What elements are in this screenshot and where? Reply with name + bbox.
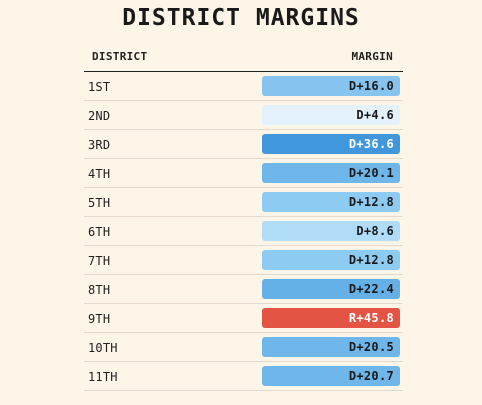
margin-badge: D+20.1 xyxy=(262,163,400,183)
district-cell: 3RD xyxy=(88,138,111,152)
column-header-district: DISTRICT xyxy=(92,50,148,63)
district-margins-table: DISTRICT MARGIN 1ST D+16.0 2ND D+4.6 3RD… xyxy=(84,44,403,391)
column-header-margin: MARGIN xyxy=(351,50,393,63)
district-cell: 6TH xyxy=(88,225,111,239)
margin-badge: D+20.5 xyxy=(262,337,400,357)
margin-badge: D+16.0 xyxy=(262,76,400,96)
table-row: 9TH R+45.8 xyxy=(84,304,403,333)
margin-badge: D+12.8 xyxy=(262,192,400,212)
page-title: DISTRICT MARGINS xyxy=(122,5,360,31)
district-cell: 10TH xyxy=(88,341,118,355)
table-row: 1ST D+16.0 xyxy=(84,72,403,101)
table-row: 2ND D+4.6 xyxy=(84,101,403,130)
margin-badge: D+36.6 xyxy=(262,134,400,154)
district-cell: 9TH xyxy=(88,312,111,326)
table-row: 5TH D+12.8 xyxy=(84,188,403,217)
table-row: 7TH D+12.8 xyxy=(84,246,403,275)
margin-badge: D+22.4 xyxy=(262,279,400,299)
margin-badge: D+12.8 xyxy=(262,250,400,270)
district-cell: 1ST xyxy=(88,80,111,94)
margin-badge: D+8.6 xyxy=(262,221,400,241)
margin-badge: R+45.8 xyxy=(262,308,400,328)
district-cell: 8TH xyxy=(88,283,111,297)
table-body: 1ST D+16.0 2ND D+4.6 3RD D+36.6 4TH D+20… xyxy=(84,72,403,391)
district-cell: 5TH xyxy=(88,196,111,210)
table-row: 4TH D+20.1 xyxy=(84,159,403,188)
table-row: 10TH D+20.5 xyxy=(84,333,403,362)
district-cell: 2ND xyxy=(88,109,111,123)
margin-badge: D+4.6 xyxy=(262,105,400,125)
margin-badge: D+20.7 xyxy=(262,366,400,386)
table-header: DISTRICT MARGIN xyxy=(84,44,403,72)
district-cell: 4TH xyxy=(88,167,111,181)
table-row: 11TH D+20.7 xyxy=(84,362,403,391)
district-cell: 11TH xyxy=(88,370,118,384)
district-cell: 7TH xyxy=(88,254,111,268)
table-row: 3RD D+36.6 xyxy=(84,130,403,159)
table-row: 8TH D+22.4 xyxy=(84,275,403,304)
table-row: 6TH D+8.6 xyxy=(84,217,403,246)
